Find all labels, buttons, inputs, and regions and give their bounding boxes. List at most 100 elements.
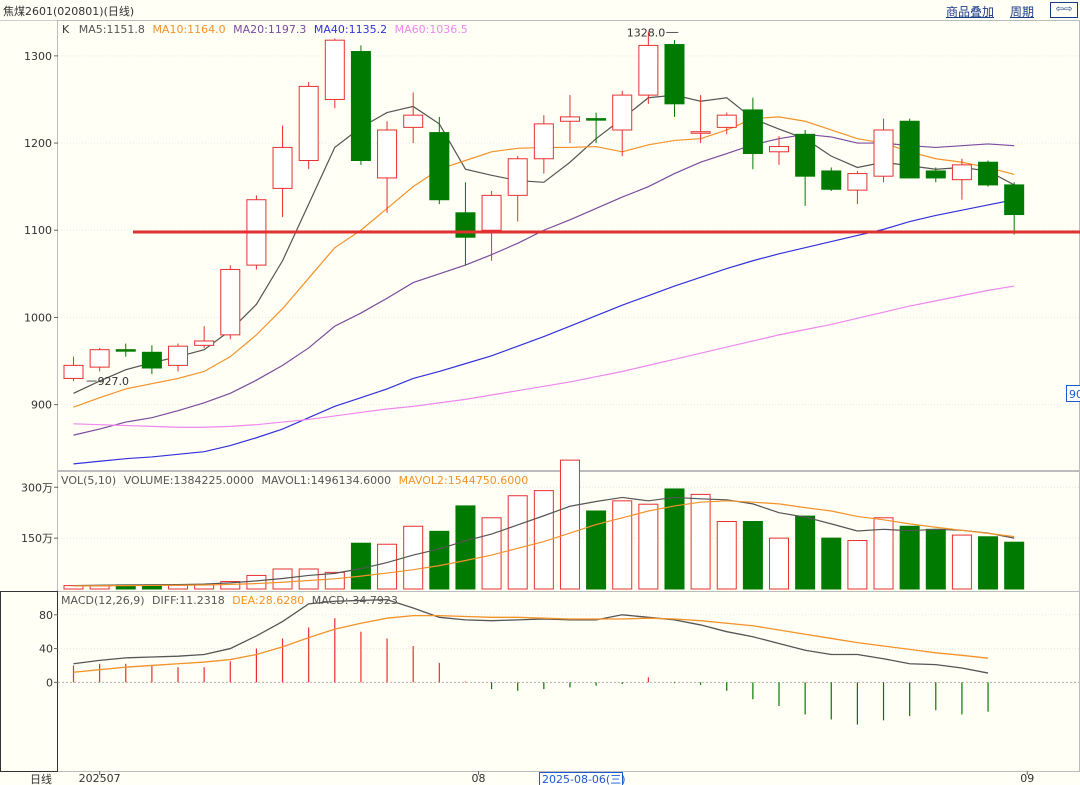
candle-body	[141, 351, 162, 369]
period-button[interactable]: 周期	[1010, 5, 1035, 19]
legend-macd-name: MACD(12,26,9)	[61, 594, 145, 607]
x-tick-label: 08	[472, 772, 486, 785]
volume-bar	[403, 525, 424, 590]
volume-bar	[612, 500, 633, 590]
volume-ma-lines	[73, 496, 1015, 587]
candle-body	[716, 114, 737, 128]
dea-line	[73, 614, 989, 673]
candle-body	[63, 364, 84, 379]
candle-body	[873, 129, 894, 177]
candle-body	[324, 39, 345, 100]
legend-macd-value: MACD:-34.7923	[312, 594, 398, 607]
volume-bar	[429, 530, 450, 590]
legend-ma20: MA20:1197.3	[233, 23, 306, 36]
volume-bar	[795, 515, 816, 590]
macd-tick-label: 40	[39, 643, 53, 656]
candle-body	[115, 349, 136, 352]
candle-body	[769, 146, 790, 153]
chart-title: 焦煤2601(020801)(日线)	[3, 5, 135, 18]
low-price-label: 927.0	[98, 375, 130, 388]
candle-body	[821, 170, 842, 190]
macd-lines	[73, 598, 989, 674]
volume-bar	[978, 536, 999, 590]
price-tick-label: 1200	[24, 137, 52, 150]
price-tick-label: 1300	[24, 50, 52, 63]
high-price-label: 1328.0	[627, 26, 666, 39]
volume-bar	[821, 537, 842, 590]
candle-body	[899, 120, 920, 179]
volume-bar	[1004, 541, 1025, 590]
legend-dea: DEA:28.6280	[232, 594, 304, 607]
candle-body	[847, 173, 868, 191]
volume-bar	[925, 528, 946, 590]
macd-tick-label: 0	[46, 676, 53, 689]
ma60-line	[73, 285, 1015, 428]
macd-legend: MACD(12,26,9) DIFF:11.2318 DEA:28.6280 M…	[61, 594, 398, 607]
candle-body	[1004, 184, 1025, 216]
candle-body	[377, 129, 398, 179]
candle-body	[350, 51, 371, 161]
candle-body	[272, 146, 293, 189]
candle-body	[168, 345, 189, 366]
volume-bar	[586, 510, 607, 590]
macd-histogram	[72, 618, 989, 725]
volume-bar	[220, 581, 241, 590]
volume-bar	[899, 525, 920, 590]
candle-body	[507, 158, 528, 196]
candle-body	[533, 123, 554, 160]
candle-body	[89, 349, 110, 368]
price-tag: 90	[1069, 388, 1080, 401]
commodity-overlay-button[interactable]: 商品叠加	[946, 5, 995, 19]
price-panel-frame	[57, 20, 1080, 471]
macd-axis-box	[0, 591, 58, 772]
volume-bar	[951, 534, 972, 590]
candle-body	[742, 109, 763, 155]
volume-bar	[716, 521, 737, 590]
x-axis-labels: 202507 08 09	[79, 771, 1034, 785]
legend-diff: DIFF:11.2318	[152, 594, 225, 607]
legend-vol: VOL(5,10)	[61, 474, 116, 487]
navigate-arrows-icon[interactable]: ⇦⇨	[1050, 2, 1078, 18]
legend-ma60: MA60:1036.5	[395, 23, 468, 36]
volume-bar	[873, 517, 894, 590]
cursor-date: 2025-08-06(三)	[542, 773, 626, 785]
candle-body	[455, 212, 476, 238]
mavol1-line	[73, 496, 1015, 587]
price-annotations: 927.0 1328.0	[86, 26, 679, 388]
legend-volume: VOLUME:1384225.0000	[124, 474, 254, 487]
candle-body	[978, 161, 999, 186]
legend-mavol2: MAVOL2:1544750.6000	[399, 474, 529, 487]
volume-tick-label: 300万	[21, 481, 53, 494]
candle-body	[559, 116, 580, 122]
candle-body	[298, 85, 319, 161]
candle-body	[638, 44, 659, 96]
volume-bar	[664, 488, 685, 590]
volume-bar	[769, 537, 790, 590]
volume-bar	[298, 568, 319, 590]
legend-ma10: MA10:1164.0	[152, 23, 225, 36]
volume-tick-label: 150万	[21, 532, 53, 545]
x-tick-label: 09	[1020, 772, 1034, 785]
volume-bar	[324, 571, 345, 590]
volume-bar	[638, 503, 659, 590]
price-tick-label: 1000	[24, 311, 52, 324]
x-tick-label: 202507	[79, 772, 121, 785]
volume-bar	[455, 505, 476, 590]
volume-bar	[507, 495, 528, 590]
candle-body	[925, 170, 946, 179]
candle-body	[403, 114, 424, 128]
volume-bar	[350, 542, 371, 590]
volume-bar	[246, 574, 267, 590]
candle-body	[951, 164, 972, 181]
mavol2-line	[73, 500, 1015, 587]
legend-ma40: MA40:1135.2	[314, 23, 387, 36]
volume-bar	[377, 543, 398, 590]
cursor-date-box	[539, 772, 623, 785]
volume-bar	[533, 490, 554, 590]
volume-bar	[559, 459, 580, 590]
candle-body	[586, 118, 607, 121]
candle-body	[690, 131, 711, 134]
price-tick-label: 900	[31, 399, 52, 412]
volume-bars	[63, 459, 1025, 590]
